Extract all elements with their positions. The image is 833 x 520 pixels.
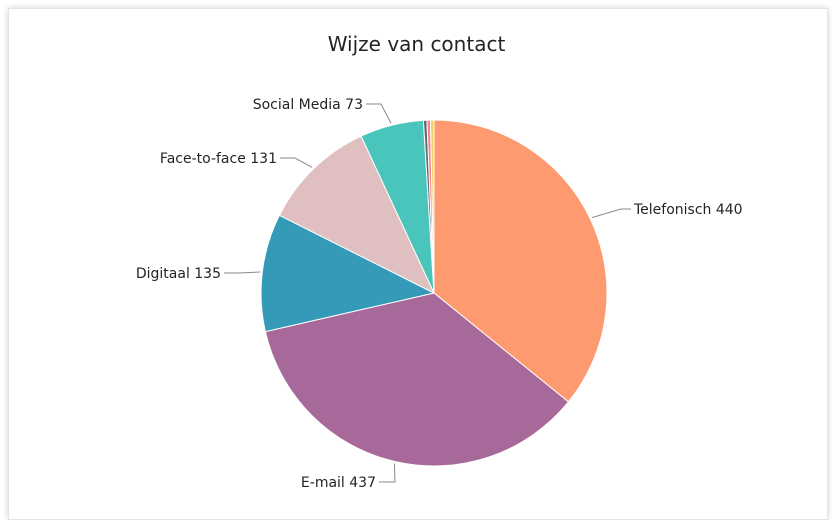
- chart-title: Wijze van contact: [327, 32, 506, 56]
- leader-line-telefonisch: [591, 208, 631, 219]
- data-label-digitaal: Digitaal 135: [136, 266, 221, 282]
- data-label-e-mail: E-mail 437: [301, 475, 376, 491]
- leader-line-e-mail: [379, 463, 396, 483]
- pie-slice-telefonisch[interactable]: [433, 119, 608, 403]
- data-label-social-media: Social Media 73: [253, 97, 363, 113]
- pie-slice-digitaal[interactable]: [260, 214, 436, 333]
- pie-slice-slice-8[interactable]: [429, 119, 435, 294]
- leader-line-social-media: [366, 103, 392, 124]
- pie-slice-face-to-face[interactable]: [278, 135, 436, 295]
- leader-line-digitaal: [224, 271, 261, 274]
- data-label-face-to-face: Face-to-face 131: [160, 151, 277, 167]
- leader-line-face-to-face: [280, 157, 313, 168]
- pie-slice-e-mail[interactable]: [264, 292, 570, 467]
- data-label-telefonisch: Telefonisch 440: [633, 202, 743, 218]
